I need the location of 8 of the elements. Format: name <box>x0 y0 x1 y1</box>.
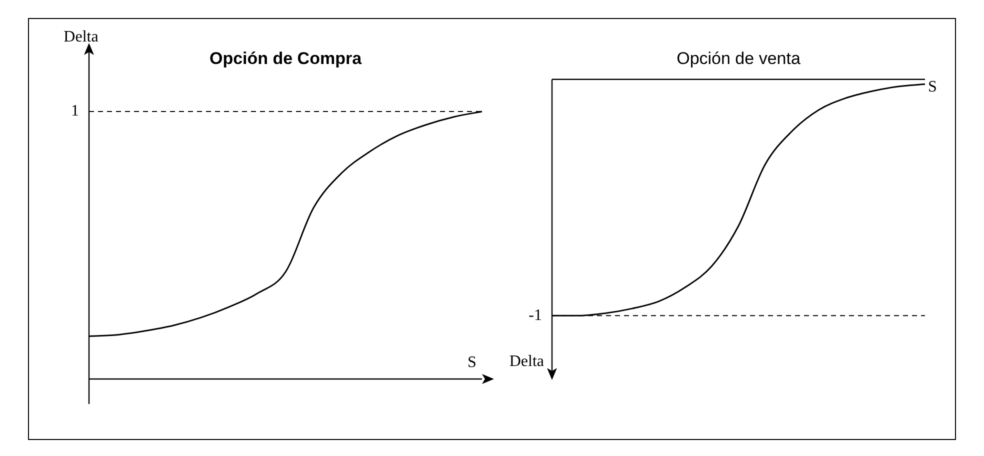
y-axis-title: Delta <box>64 28 98 46</box>
ref-line-label: -1 <box>528 306 542 324</box>
x-axis-title: S <box>928 78 937 96</box>
chart-title: Opción de venta <box>676 48 801 68</box>
x-axis-title: S <box>468 354 476 372</box>
ref-line-label: 1 <box>71 102 79 120</box>
y-axis-title: Delta <box>509 353 544 370</box>
chart-title: Opción de Compra <box>209 48 362 68</box>
